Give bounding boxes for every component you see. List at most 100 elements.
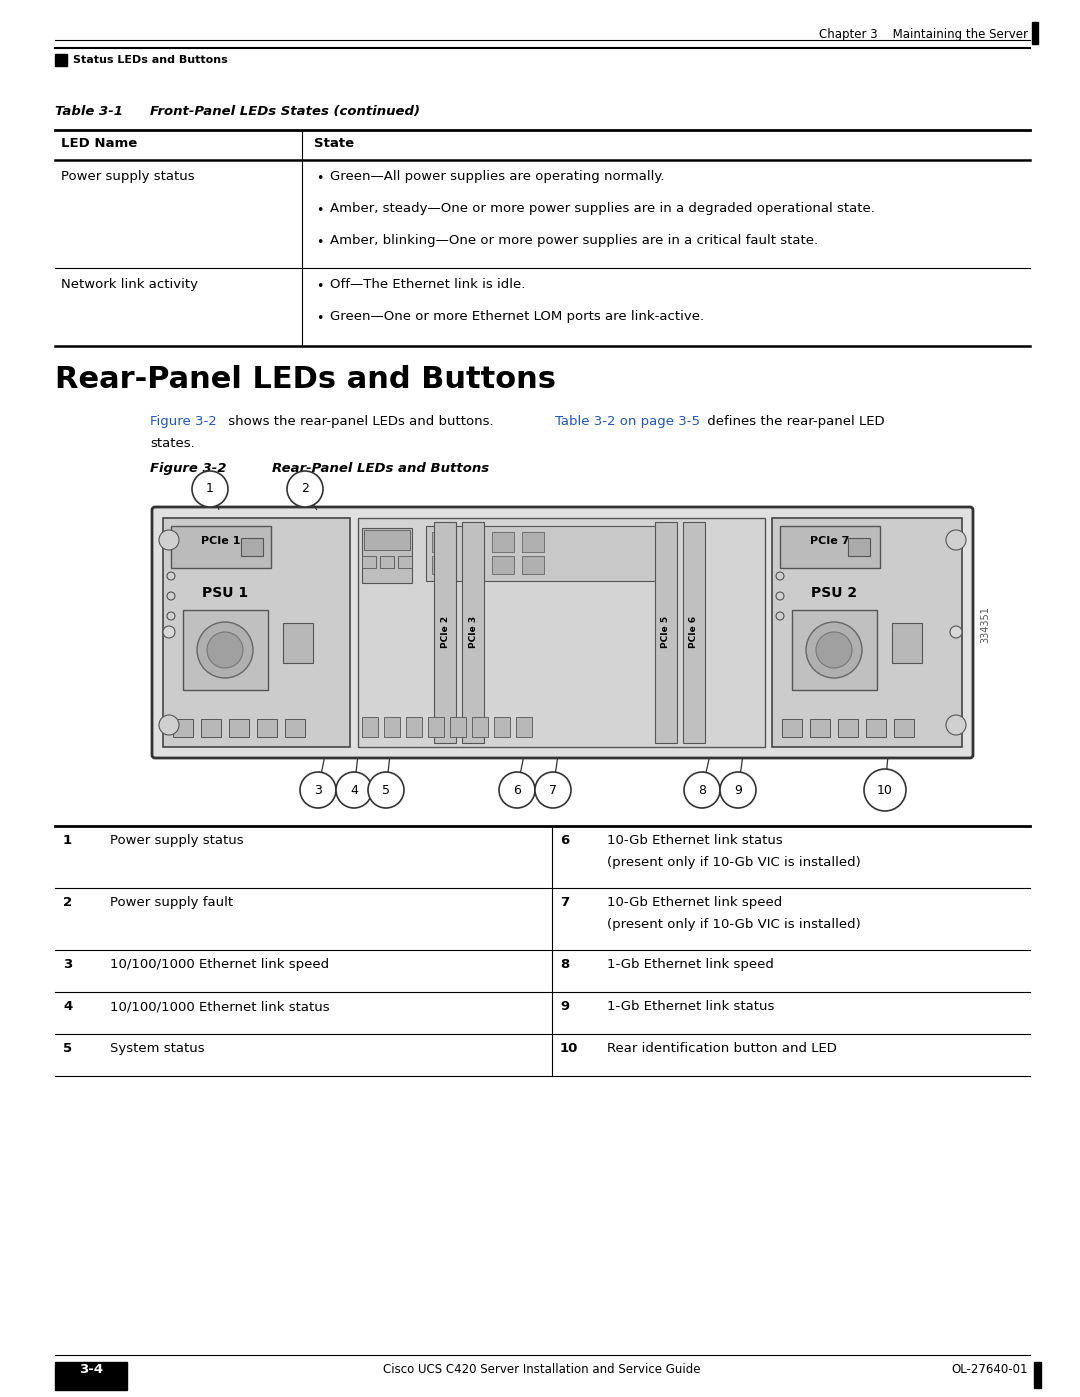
Text: 10/100/1000 Ethernet link status: 10/100/1000 Ethernet link status <box>110 1000 329 1013</box>
Bar <box>516 717 532 738</box>
Circle shape <box>806 622 862 678</box>
Text: PCIe 7: PCIe 7 <box>810 536 850 546</box>
Bar <box>792 610 877 690</box>
Text: 2: 2 <box>301 482 309 496</box>
Text: Table 3-2 on page 3-5: Table 3-2 on page 3-5 <box>555 415 700 427</box>
Circle shape <box>720 773 756 807</box>
Text: Chapter 3    Maintaining the Server: Chapter 3 Maintaining the Server <box>819 28 1028 41</box>
Text: (present only if 10-Gb VIC is installed): (present only if 10-Gb VIC is installed) <box>607 918 861 930</box>
Text: Rear identification button and LED: Rear identification button and LED <box>607 1042 837 1055</box>
Bar <box>492 556 514 574</box>
Text: Rear-Panel LEDs and Buttons: Rear-Panel LEDs and Buttons <box>55 365 556 394</box>
Bar <box>362 717 378 738</box>
Bar <box>364 529 410 550</box>
Text: PCIe 6: PCIe 6 <box>689 616 699 648</box>
Circle shape <box>336 773 372 807</box>
Bar <box>384 717 400 738</box>
Text: 8: 8 <box>698 784 706 796</box>
Bar <box>171 527 271 569</box>
Text: 3-4: 3-4 <box>79 1363 103 1376</box>
Circle shape <box>777 612 784 620</box>
Circle shape <box>207 631 243 668</box>
Bar <box>892 623 922 664</box>
Text: Table 3-1: Table 3-1 <box>55 105 123 117</box>
Text: 1: 1 <box>206 482 214 496</box>
Bar <box>428 717 444 738</box>
Text: Power supply fault: Power supply fault <box>110 895 233 909</box>
FancyBboxPatch shape <box>152 507 973 759</box>
Bar <box>492 532 514 552</box>
Text: 10: 10 <box>877 784 893 796</box>
Text: states.: states. <box>150 437 194 450</box>
Text: Green—All power supplies are operating normally.: Green—All power supplies are operating n… <box>330 170 664 183</box>
Bar <box>362 556 376 569</box>
Circle shape <box>864 768 906 812</box>
Circle shape <box>192 471 228 507</box>
Text: 1-Gb Ethernet link speed: 1-Gb Ethernet link speed <box>607 958 774 971</box>
Bar <box>357 518 765 747</box>
Text: PCIe 1: PCIe 1 <box>201 536 241 546</box>
Text: 10-Gb Ethernet link status: 10-Gb Ethernet link status <box>607 834 783 847</box>
Bar <box>772 518 962 747</box>
Bar <box>432 532 454 552</box>
Text: •: • <box>316 172 323 184</box>
Text: PCIe 3: PCIe 3 <box>469 616 477 648</box>
Bar <box>399 556 411 569</box>
Bar <box>462 522 484 743</box>
Text: Amber, blinking—One or more power supplies are in a critical fault state.: Amber, blinking—One or more power suppli… <box>330 235 819 247</box>
Circle shape <box>777 592 784 599</box>
Bar <box>362 528 411 583</box>
Text: 1: 1 <box>63 834 72 847</box>
Text: •: • <box>316 204 323 217</box>
Bar <box>283 623 313 664</box>
Bar <box>894 719 914 738</box>
Text: •: • <box>316 312 323 326</box>
Text: 10: 10 <box>561 1042 579 1055</box>
Circle shape <box>816 631 852 668</box>
Text: 334351: 334351 <box>980 606 990 644</box>
Text: Green—One or more Ethernet LOM ports are link-active.: Green—One or more Ethernet LOM ports are… <box>330 310 704 323</box>
Text: 3: 3 <box>314 784 322 796</box>
Circle shape <box>287 471 323 507</box>
Bar <box>380 556 394 569</box>
Bar <box>683 522 705 743</box>
Text: Front-Panel LEDs States (continued): Front-Panel LEDs States (continued) <box>150 105 420 117</box>
Circle shape <box>950 626 962 638</box>
Text: OL-27640-01: OL-27640-01 <box>951 1363 1028 1376</box>
Bar <box>426 527 675 581</box>
Text: Figure 3-2: Figure 3-2 <box>150 462 227 475</box>
Bar <box>55 1362 127 1390</box>
Circle shape <box>167 571 175 580</box>
Text: 9: 9 <box>734 784 742 796</box>
Bar <box>434 522 456 743</box>
Circle shape <box>946 529 966 550</box>
Bar <box>285 719 305 738</box>
Circle shape <box>197 622 253 678</box>
Text: 5: 5 <box>382 784 390 796</box>
Text: 2: 2 <box>63 895 72 909</box>
Text: Amber, steady—One or more power supplies are in a degraded operational state.: Amber, steady—One or more power supplies… <box>330 203 875 215</box>
Bar <box>494 717 510 738</box>
Circle shape <box>499 773 535 807</box>
Text: 5: 5 <box>63 1042 72 1055</box>
Text: 1-Gb Ethernet link status: 1-Gb Ethernet link status <box>607 1000 774 1013</box>
Bar <box>229 719 249 738</box>
Text: State: State <box>314 137 354 149</box>
Bar <box>810 719 831 738</box>
Bar <box>522 532 544 552</box>
Bar <box>1034 1362 1041 1389</box>
Text: LED Name: LED Name <box>60 137 137 149</box>
Bar <box>183 610 268 690</box>
Text: PSU 2: PSU 2 <box>811 585 858 599</box>
Bar <box>462 532 484 552</box>
Bar <box>173 719 193 738</box>
Circle shape <box>946 715 966 735</box>
Text: 9: 9 <box>561 1000 569 1013</box>
Text: 3: 3 <box>63 958 72 971</box>
Bar <box>163 518 350 747</box>
Circle shape <box>167 612 175 620</box>
Bar <box>472 717 488 738</box>
Bar <box>522 556 544 574</box>
Text: Power supply status: Power supply status <box>60 170 194 183</box>
Text: 4: 4 <box>63 1000 72 1013</box>
